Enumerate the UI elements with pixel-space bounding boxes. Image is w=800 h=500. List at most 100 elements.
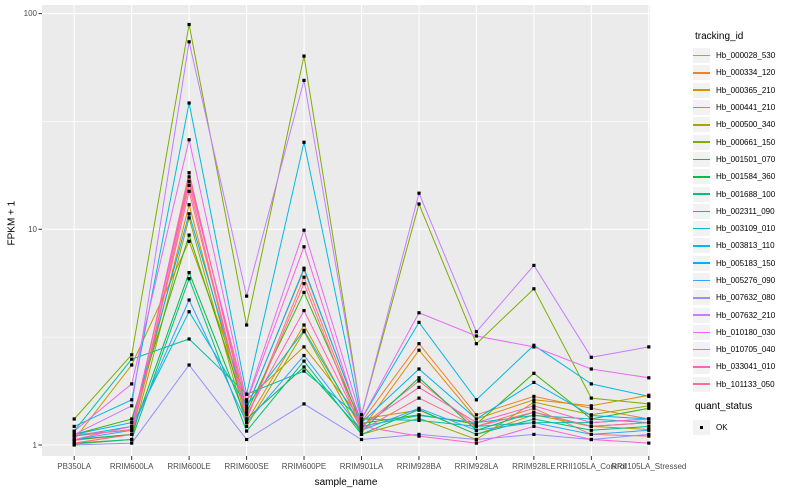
x-tick-label: RRII105LA_Stressed: [611, 462, 687, 471]
legend-key-icon: [693, 48, 710, 64]
legend-item-label: Hb_001688_100: [716, 189, 776, 199]
legend-color-line: [693, 314, 710, 316]
data-point: [589, 413, 593, 418]
data-point: [532, 400, 536, 404]
data-point: [187, 233, 191, 237]
data-point: [647, 406, 651, 410]
data-point: [302, 323, 306, 327]
data-point: [72, 432, 76, 436]
legend-item-label: Hb_007632_080: [716, 293, 776, 303]
data-point: [589, 437, 593, 442]
data-point: [72, 437, 76, 442]
legend-item: Hb_001501_070: [693, 151, 775, 168]
legend-item: Hb_000028_530: [693, 47, 775, 64]
data-point: [130, 428, 134, 432]
legend-key-icon: [693, 65, 710, 81]
legend-key-icon: [693, 342, 710, 358]
data-point: [532, 424, 536, 428]
legend-key-icon: [693, 134, 710, 150]
data-point: [589, 382, 593, 386]
data-point: [647, 404, 651, 408]
data-point: [130, 353, 134, 357]
legend-color-line: [693, 210, 710, 213]
data-point: [245, 404, 249, 408]
data-point: [187, 101, 191, 105]
y-tick-label: 1: [32, 440, 37, 450]
legend-key-icon: [693, 100, 710, 116]
x-tick-label: RRIM600SE: [224, 462, 269, 471]
legend-item: Hb_002311_090: [693, 203, 775, 220]
data-point: [302, 245, 306, 249]
x-tick-label: RRIM928BA: [396, 462, 442, 471]
data-point: [302, 359, 306, 363]
data-point: [302, 266, 306, 270]
data-point: [130, 398, 134, 402]
data-point: [187, 171, 191, 175]
quant-status-title: quant_status: [695, 401, 753, 412]
legend-color-line: [693, 348, 710, 351]
x-tick-label: RRIM600LA: [109, 462, 154, 471]
legend-key-icon: [693, 203, 710, 219]
data-point: [474, 421, 478, 425]
data-point: [532, 421, 536, 425]
data-point: [532, 287, 536, 291]
data-point: [532, 345, 536, 349]
legend-item: Hb_005276_090: [693, 272, 775, 289]
data-point: [302, 328, 306, 332]
data-point: [474, 398, 478, 402]
data-point: [187, 183, 191, 187]
data-point: [417, 379, 421, 383]
data-point: [532, 432, 536, 436]
data-point: [245, 437, 249, 442]
data-point: [532, 371, 536, 375]
data-point: [417, 376, 421, 380]
data-point: [187, 40, 191, 44]
legend-items: Hb_000028_530 Hb_000334_120 Hb_000365_210 H…: [693, 47, 775, 393]
data-point: [647, 376, 651, 380]
legend-key-icon: [693, 359, 710, 375]
legend-key-icon: [693, 82, 710, 98]
data-point: [474, 441, 478, 445]
data-point: [245, 410, 249, 414]
legend-key-icon: [693, 324, 710, 340]
data-point: [302, 275, 306, 279]
data-point: [245, 421, 249, 425]
data-point: [474, 417, 478, 421]
data-point: [359, 417, 364, 421]
data-point: [302, 369, 306, 373]
data-point: [302, 402, 306, 406]
x-tick-label: RRIM928LA: [454, 462, 499, 471]
data-point: [130, 424, 134, 428]
data-point: [302, 353, 306, 358]
data-point: [474, 432, 478, 436]
legend-item-label: Hb_003109_010: [716, 224, 776, 234]
data-point: [187, 363, 191, 367]
data-point: [474, 437, 478, 442]
data-point: [245, 400, 249, 404]
legend-item-label: Hb_001501_070: [716, 154, 776, 164]
data-point: [589, 367, 593, 371]
legend-item-label: Hb_000661_150: [716, 137, 776, 147]
legend-key-icon: [693, 255, 710, 271]
legend-color-line: [693, 262, 710, 264]
data-point: [417, 416, 421, 420]
data-point: [187, 271, 191, 275]
data-point: [474, 424, 478, 428]
data-point: [474, 428, 478, 432]
data-point: [589, 428, 593, 432]
data-point: [187, 298, 191, 302]
legend-item-label: Hb_000365_210: [716, 85, 776, 95]
data-point: [417, 311, 421, 315]
data-point: [72, 429, 76, 433]
data-point: [589, 355, 593, 359]
x-axis-title: sample_name: [314, 477, 378, 488]
data-point: [647, 345, 651, 349]
legend-color-line: [693, 297, 710, 299]
x-tick-label: RRIM600LE: [167, 462, 211, 471]
data-point: [359, 432, 364, 436]
legend-color-line: [693, 72, 710, 74]
legend-item: Hb_007632_080: [693, 289, 775, 306]
data-point: [647, 428, 651, 432]
y-axis-title: FPKM + 1: [6, 200, 18, 246]
